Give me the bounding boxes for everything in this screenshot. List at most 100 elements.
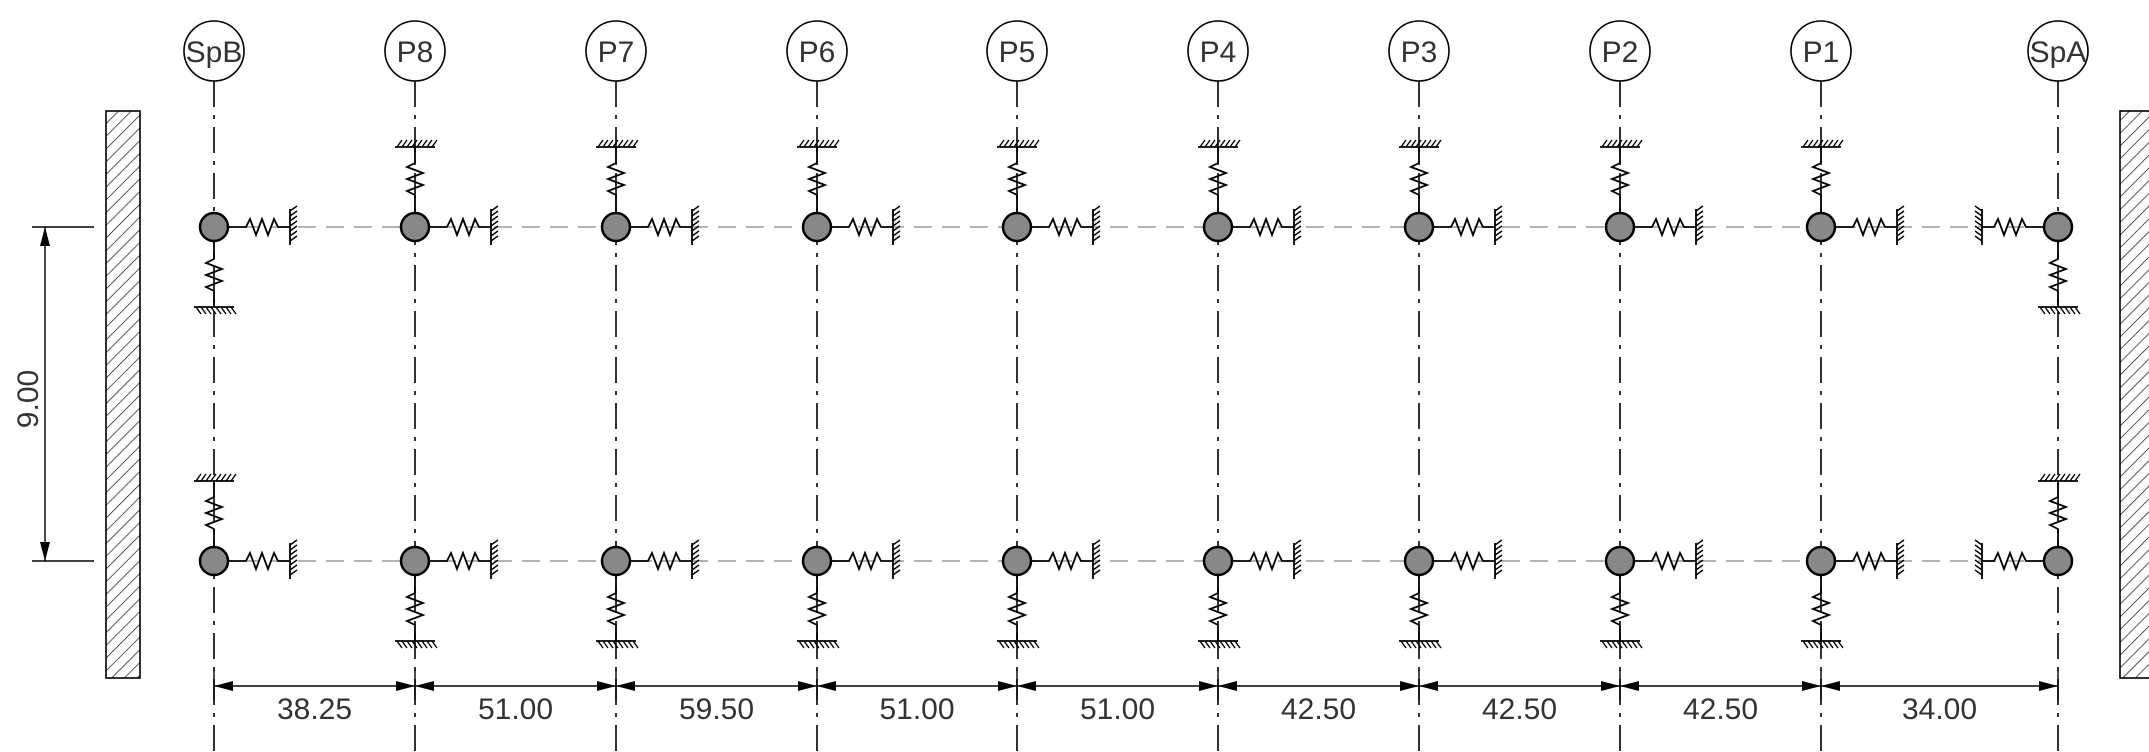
spring-support-icon (630, 539, 700, 579)
dimension-arrow (1400, 681, 1419, 691)
span-dimension-label: 59.50 (679, 693, 754, 726)
axis-bubble (1388, 20, 1450, 82)
spring-support-icon (1974, 539, 2044, 579)
spring-support-icon (596, 575, 639, 649)
node-p8-bottom (399, 545, 431, 577)
node-p7-top (600, 211, 632, 243)
axis-bubble (384, 20, 446, 82)
vertical-dimension-label: 9.00 (12, 370, 45, 428)
spring-support-icon (395, 575, 438, 649)
spring-support-icon (1835, 205, 1905, 245)
axis-label: P4 (1200, 36, 1237, 69)
spring-support-icon (1835, 539, 1905, 579)
spring-support-icon (797, 575, 840, 649)
spring-support-icon (1198, 575, 1241, 649)
spring-support-icon (1600, 575, 1643, 649)
supports-p2 (1600, 139, 1704, 649)
span-dimension-label: 42.50 (1281, 693, 1356, 726)
spring-support-icon (1433, 539, 1503, 579)
axis-p5: P5 (986, 20, 1048, 752)
span-dimension-label: 42.50 (1683, 693, 1758, 726)
node-spa-bottom (2042, 545, 2074, 577)
axis-label: SpA (2030, 36, 2087, 69)
vertical-dimension: 9.00 (12, 226, 94, 562)
node-p7-bottom (600, 545, 632, 577)
node-p3-top (1403, 211, 1435, 243)
dimension-arrow (2039, 681, 2058, 691)
axis-spb: SpB (183, 20, 245, 752)
axis-label: P3 (1401, 36, 1438, 69)
node-p3-bottom (1403, 545, 1435, 577)
spring-support-icon (194, 241, 237, 315)
dimension-arrow (1017, 681, 1036, 691)
spring-support-icon (630, 205, 700, 245)
spring-support-icon (1634, 205, 1704, 245)
axis-p1: P1 (1790, 20, 1852, 752)
spring-support-icon (429, 539, 499, 579)
dimension-arrow (597, 681, 616, 691)
dimension-arrow (1821, 681, 1840, 691)
node-p2-bottom (1604, 545, 1636, 577)
axis-label: P8 (397, 36, 434, 69)
spring-support-icon (1433, 205, 1503, 245)
node-p8-top (399, 211, 431, 243)
dimension-arrow (998, 681, 1017, 691)
axis-spa: SpA (2027, 20, 2089, 752)
supports-p1 (1801, 139, 1905, 649)
spring-support-icon (1399, 139, 1442, 213)
axis-bubble (1790, 20, 1852, 82)
node-p5-bottom (1001, 545, 1033, 577)
dimension-arrow (415, 681, 434, 691)
dimension-arrow (1199, 681, 1218, 691)
axis-label: P6 (799, 36, 836, 69)
spring-support-icon (2038, 473, 2081, 547)
spring-support-icon (1634, 539, 1704, 579)
dimension-arrow (1620, 681, 1639, 691)
spring-support-icon (1031, 205, 1101, 245)
spring-support-icon (797, 139, 840, 213)
axis-p2: P2 (1589, 20, 1651, 752)
span-dimension-label: 51.00 (879, 693, 954, 726)
axis-p3: P3 (1388, 20, 1450, 752)
span-dimension-label: 51.00 (1080, 693, 1155, 726)
spring-support-icon (1399, 575, 1442, 649)
spring-support-icon (831, 539, 901, 579)
spring-support-icon (596, 139, 639, 213)
supports-p7 (596, 139, 700, 649)
supports-p4 (1198, 139, 1302, 649)
node-spa-top (2042, 211, 2074, 243)
dimension-arrow (396, 681, 415, 691)
node-p1-bottom (1805, 545, 1837, 577)
node-p4-top (1202, 211, 1234, 243)
left-abutment-wall (105, 110, 141, 679)
dimension-arrow (214, 681, 233, 691)
dimension-arrow (616, 681, 635, 691)
spring-support-icon (194, 473, 237, 547)
spring-support-icon (395, 139, 438, 213)
dimension-arrow (1802, 681, 1821, 691)
axis-bubble (1187, 20, 1249, 82)
node-p6-bottom (801, 545, 833, 577)
axis-label: P5 (999, 36, 1036, 69)
dimension-arrow (798, 681, 817, 691)
spring-support-icon (429, 205, 499, 245)
axis-bubble (786, 20, 848, 82)
spring-support-icon (997, 139, 1040, 213)
spring-support-icon (1232, 205, 1302, 245)
spring-support-icon (1031, 539, 1101, 579)
spring-support-icon (1198, 139, 1241, 213)
dimension-arrow (1419, 681, 1438, 691)
axis-bubble (585, 20, 647, 82)
spring-support-icon (1232, 539, 1302, 579)
axis-label: P7 (598, 36, 635, 69)
axis-p4: P4 (1187, 20, 1249, 752)
spring-support-icon (997, 575, 1040, 649)
spring-support-icon (228, 205, 298, 245)
axis-p7: P7 (585, 20, 647, 752)
dimension-arrow (1601, 681, 1620, 691)
span-dimension-label: 51.00 (478, 693, 553, 726)
dimension-arrow (1218, 681, 1237, 691)
axis-label: SpB (186, 36, 243, 69)
axis-label: P1 (1803, 36, 1840, 69)
